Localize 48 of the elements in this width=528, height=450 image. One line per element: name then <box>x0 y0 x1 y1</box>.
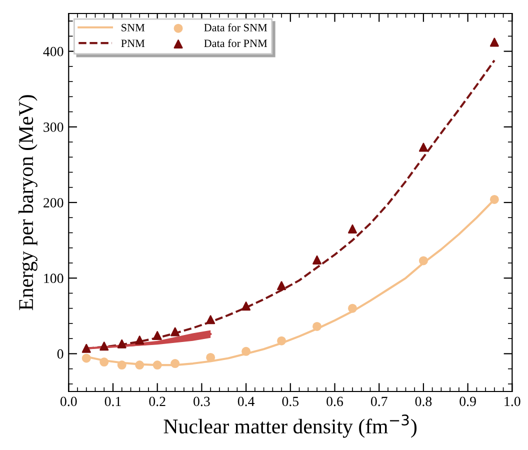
x-tick-label: 0.3 <box>194 396 210 406</box>
point <box>418 256 428 266</box>
x-tick-label: 1.0 <box>504 396 520 406</box>
point <box>206 352 216 362</box>
point <box>152 360 162 370</box>
point <box>418 142 428 152</box>
point <box>277 336 286 346</box>
x-tick-label: 0.1 <box>104 396 121 406</box>
y-tick-label: 200 <box>44 198 64 208</box>
point <box>170 327 180 336</box>
legend-label: PNM <box>121 40 145 47</box>
x-tick-label: 0.8 <box>415 396 432 406</box>
point <box>170 359 180 368</box>
point <box>135 360 144 370</box>
point <box>100 342 109 351</box>
y-tick-label: 300 <box>44 122 64 132</box>
y-tick-label: 100 <box>44 274 64 284</box>
y-tick-label: 400 <box>43 46 64 56</box>
point <box>348 304 357 313</box>
x-tick-label: 0.2 <box>149 396 166 406</box>
point <box>135 336 144 345</box>
point <box>117 339 126 348</box>
x-tick-label: 0.5 <box>282 396 299 406</box>
x-tick-label: 0.6 <box>326 396 344 406</box>
point <box>206 315 216 324</box>
point <box>82 344 91 353</box>
point <box>490 38 499 47</box>
point <box>152 331 162 340</box>
x-tick-label: 0.0 <box>60 396 77 406</box>
x-tick-label: 0.7 <box>370 396 388 406</box>
y-tick-label: 0 <box>57 349 64 359</box>
legend-label: Data for PNM <box>204 39 268 48</box>
point <box>242 346 251 356</box>
x-axis-title: Nuclear matter density (fm$^{−3}$) <box>164 414 417 438</box>
point <box>82 354 91 363</box>
x-tick-label: 0.4 <box>238 396 255 406</box>
point <box>490 194 499 204</box>
y-axis-title: Energy per baryon (MeV) <box>18 95 38 310</box>
point <box>100 358 109 367</box>
point <box>242 302 251 311</box>
x-tick-label: 0.9 <box>460 396 476 406</box>
point <box>277 281 286 290</box>
legend-label: Data for SNM <box>204 23 268 32</box>
point <box>312 255 322 264</box>
legend-label: SNM <box>122 24 145 32</box>
point <box>312 322 322 331</box>
point <box>117 360 126 370</box>
point <box>348 224 357 234</box>
